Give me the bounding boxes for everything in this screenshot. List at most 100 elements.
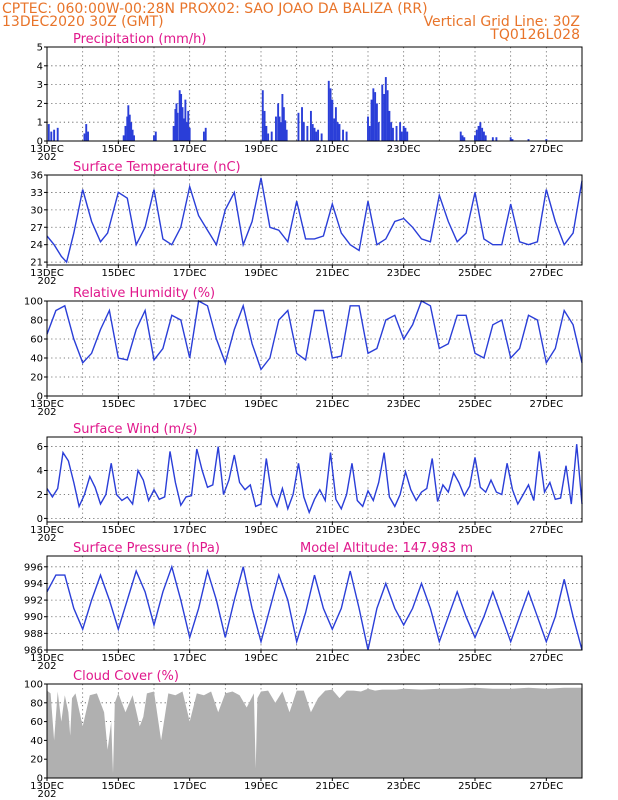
precip-bar (313, 127, 316, 141)
precip-bar (370, 99, 373, 141)
y-tick-label: 6 (37, 442, 43, 453)
precip-bar (342, 129, 344, 141)
x-tick-label: 15DEC (101, 268, 135, 279)
precip-bar (47, 124, 50, 141)
y-tick-label: 996 (24, 562, 43, 573)
x-tick-label: 19DEC (244, 653, 278, 664)
precip-bar (178, 90, 181, 141)
y-tick-label: 100 (24, 680, 43, 691)
x-tick-label: 17DEC (173, 525, 207, 536)
x-tick-label: 13DEC (30, 781, 64, 792)
precip-bar (130, 122, 133, 141)
x-tick-label: 13DEC (30, 653, 64, 664)
x-tick-label: 25DEC (458, 653, 492, 664)
x-tick-label: 23DEC (387, 525, 421, 536)
wind-title: Surface Wind (m/s) (73, 422, 197, 437)
x-tick-label: 27DEC (529, 653, 563, 664)
precip-bar (381, 84, 384, 141)
x-tick-label: 17DEC (173, 268, 207, 279)
y-tick-label: 80 (30, 316, 43, 327)
precip-bar (128, 114, 131, 141)
x-tick-label: 27DEC (529, 525, 563, 536)
precip-bar (174, 109, 177, 141)
precip-bar (402, 125, 405, 141)
cloud-panel: 0 20 40 60 80 100 13DEC 15DEC 17DEC 19DEC 21DEC 23D… (24, 669, 583, 800)
precip-bar (388, 110, 391, 141)
x-year-label: 202 (37, 407, 56, 418)
precip-bar (267, 133, 270, 141)
x-tick-label: 27DEC (529, 399, 563, 410)
x-tick-label: 27DEC (529, 268, 563, 279)
x-year-label: 202 (37, 661, 56, 672)
precip-bar (345, 131, 348, 141)
x-tick-label: 17DEC (173, 144, 207, 155)
y-tick-label: 36 (30, 171, 43, 182)
y-tick-label: 5 (37, 43, 43, 54)
precip-bar (386, 90, 389, 141)
x-tick-label: 21DEC (315, 399, 349, 410)
precip-bar (126, 116, 129, 141)
x-year-label: 202 (37, 533, 56, 544)
precip-bar (181, 107, 184, 141)
y-tick-label: 2 (37, 490, 43, 501)
pres-panel: 986 988 990 992 994 996 13DEC 15DEC 17DEC 19DEC 21… (24, 541, 583, 672)
precip-bar (461, 135, 464, 141)
precip-bar (127, 105, 130, 141)
precip-bar (133, 135, 135, 141)
precip-bar (392, 127, 394, 141)
precip-bar (284, 120, 287, 141)
x-tick-label: 17DEC (173, 653, 207, 664)
cloud-frame (46, 683, 583, 779)
precip-bar (384, 77, 387, 141)
pres-subtitle: Model Altitude: 147.983 m (300, 541, 473, 556)
precip-bar (187, 110, 190, 141)
y-tick-label: 988 (24, 629, 43, 640)
y-tick-label: 20 (30, 373, 43, 384)
x-year-label: 202 (37, 152, 56, 163)
precip-bar (175, 103, 178, 141)
precip-bar (479, 122, 482, 141)
precip-bar (367, 116, 369, 141)
cloud-cover-area (47, 687, 582, 778)
precip-bar (377, 122, 380, 141)
pres-frame (46, 555, 583, 651)
header-station: CPTEC: 060:00W-00:28N PROX02: SAO JOAO D… (2, 1, 428, 17)
precip-bar (302, 122, 305, 141)
precip-bar (463, 137, 466, 141)
precip-bar (278, 116, 281, 141)
precip-bar (527, 139, 530, 141)
x-tick-label: 23DEC (387, 399, 421, 410)
y-tick-label: 2 (37, 99, 43, 110)
precip-bar (122, 135, 125, 141)
precip-bar (56, 127, 59, 141)
y-tick-label: 60 (30, 335, 43, 346)
precip-bar (281, 94, 284, 141)
precip-bar (285, 129, 288, 141)
precip-bar (50, 131, 53, 141)
x-tick-label: 23DEC (387, 653, 421, 664)
y-tick-label: 3 (37, 80, 43, 91)
x-tick-label: 19DEC (244, 781, 278, 792)
x-tick-label: 15DEC (101, 653, 135, 664)
y-tick-label: 1 (37, 118, 43, 129)
precip-bar (338, 124, 341, 141)
x-tick-label: 19DEC (244, 399, 278, 410)
precip-bar (176, 112, 179, 141)
x-tick-label: 21DEC (315, 781, 349, 792)
y-tick-label: 994 (24, 579, 43, 590)
precip-bar (329, 88, 332, 141)
precip-title: Precipitation (mm/h) (73, 32, 206, 47)
rh-panel: 0 20 40 60 80 100 13DEC 15DEC 17DEC 19DEC 21DEC 23D… (24, 286, 583, 418)
precip-bar (334, 107, 337, 141)
precip-bar (87, 131, 89, 141)
precip-bar (509, 137, 512, 141)
precip-bar (368, 125, 371, 141)
x-tick-label: 23DEC (387, 781, 421, 792)
x-tick-label: 19DEC (244, 525, 278, 536)
y-tick-label: 30 (30, 205, 43, 216)
precip-frame (46, 46, 583, 142)
y-tick-label: 0 (37, 514, 43, 525)
x-tick-label: 13DEC (30, 399, 64, 410)
precip-bar (390, 122, 393, 141)
